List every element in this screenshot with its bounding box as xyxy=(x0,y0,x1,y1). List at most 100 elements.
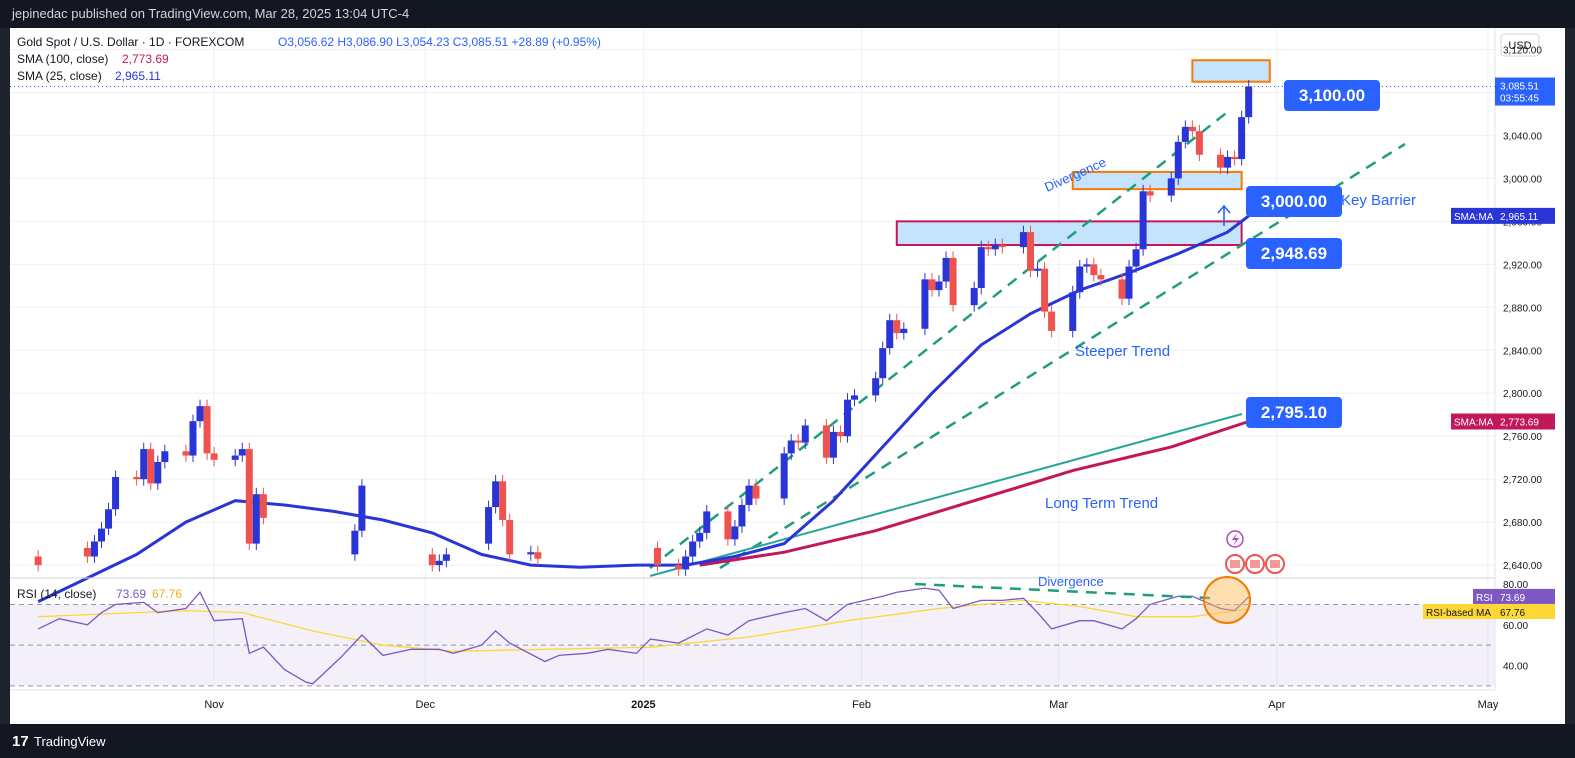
candle-body xyxy=(731,526,739,540)
candle-body xyxy=(949,257,957,306)
rsi-ma-value-badge xyxy=(1495,604,1555,620)
candle-body xyxy=(147,449,155,484)
candle-body xyxy=(1118,279,1126,299)
steeper-trend-annotation: Steeper Trend xyxy=(1075,343,1170,360)
candle-body xyxy=(140,449,148,480)
candle-body xyxy=(428,554,436,566)
candle-body xyxy=(231,455,239,460)
candle-body xyxy=(1224,156,1232,168)
us-flag-icon-glyph xyxy=(1270,560,1280,568)
rsi-value-badge xyxy=(1495,588,1555,604)
candle-body xyxy=(34,556,42,566)
candle-body xyxy=(675,565,683,570)
candle-body xyxy=(1231,156,1239,160)
candle-body xyxy=(1132,249,1140,267)
candle-body xyxy=(1139,191,1147,250)
candle-body xyxy=(1048,311,1056,331)
trend-lines xyxy=(649,109,1406,577)
candle-body xyxy=(1195,131,1203,155)
candle-body xyxy=(886,320,894,349)
candle-body xyxy=(161,451,169,462)
price-label-text: 2,795.10 xyxy=(1261,403,1327,422)
candle-body xyxy=(780,453,788,499)
price-tick-label: 2,800.00 xyxy=(1503,389,1542,400)
price-label-text: 3,000.00 xyxy=(1261,192,1327,211)
arrow-up-icon xyxy=(1217,204,1231,226)
candle-body xyxy=(998,244,1006,248)
candle-body xyxy=(653,547,661,566)
candle-body xyxy=(1174,141,1182,179)
candle-body xyxy=(984,247,992,250)
candle-body xyxy=(442,554,450,561)
candle-body xyxy=(822,425,830,458)
time-tick-label: Nov xyxy=(204,699,224,711)
candle-body xyxy=(696,532,704,542)
rsi-tag-badge xyxy=(1473,588,1495,604)
rsi-tag-label: RSI xyxy=(1476,593,1493,604)
candle-body xyxy=(935,281,943,291)
price-tick-label: 3,120.00 xyxy=(1503,45,1542,56)
rsi-ma-legend-value: 67.76 xyxy=(152,587,182,601)
candle-body xyxy=(203,406,211,454)
candle-body xyxy=(787,440,795,454)
candle-body xyxy=(238,449,246,456)
legend-sma25-value: 2,965.11 xyxy=(115,69,161,83)
rsi-tick-label: 60.00 xyxy=(1503,621,1528,632)
last-price-badge xyxy=(1495,77,1555,106)
price-tick-label: 2,720.00 xyxy=(1503,475,1542,486)
sma100-path xyxy=(699,420,1250,567)
us-flag-icon-glyph xyxy=(1230,560,1240,568)
legend-ohlc: O3,056.62 H3,086.90 L3,054.23 C3,085.51 … xyxy=(278,35,601,49)
candle-body xyxy=(105,509,113,529)
candle-body xyxy=(358,485,366,531)
price-zone xyxy=(1071,170,1243,191)
rsi-tick-label: 80.00 xyxy=(1503,580,1528,591)
price-tick-label: 3,040.00 xyxy=(1503,131,1542,142)
candle-body xyxy=(1076,266,1084,293)
legend-symbol: Gold Spot / U.S. Dollar · 1D · FOREXCOM xyxy=(17,35,244,49)
lightning-icon-glyph xyxy=(1232,533,1239,546)
candles xyxy=(34,80,1253,576)
time-tick-label: 2025 xyxy=(631,699,655,711)
candle-body xyxy=(1083,264,1091,267)
candle-body xyxy=(879,348,887,379)
candle-body xyxy=(745,485,753,505)
long-term-trend-line xyxy=(649,413,1243,577)
price-tick-label: 2,680.00 xyxy=(1503,518,1542,529)
chart-svg[interactable]: Divergence Key Barrier Steeper Trend Long T… xyxy=(10,28,1565,724)
rsi-pane[interactable]: Divergence RSI (14, close) 73.69 67.76 xyxy=(10,574,1565,687)
candle-body xyxy=(534,552,542,559)
rsi-legend-value: 73.69 xyxy=(116,587,146,601)
rsi-ma-value-label: 67.76 xyxy=(1500,608,1525,619)
footer-brand: TradingView xyxy=(34,734,106,749)
candle-body xyxy=(435,560,443,566)
candle-body xyxy=(1026,232,1034,271)
candle-body xyxy=(682,556,690,570)
legend-sma100-value: 2,773.69 xyxy=(122,52,169,66)
time-tick-label: Apr xyxy=(1268,699,1285,711)
chart-area[interactable]: Divergence Key Barrier Steeper Trend Long T… xyxy=(10,28,1565,724)
sma-value-badge xyxy=(1495,413,1555,430)
candle-body xyxy=(703,511,711,533)
candle-body xyxy=(189,421,197,456)
candle-body xyxy=(97,528,105,542)
candle-body xyxy=(921,279,929,329)
rsi-ma-tag-badge xyxy=(1423,604,1495,620)
rsi-line xyxy=(37,587,1250,685)
candle-body xyxy=(794,440,802,443)
candle-body xyxy=(485,507,493,544)
price-tick-label: 2,920.00 xyxy=(1503,260,1542,271)
zones xyxy=(895,59,1271,246)
candle-body xyxy=(210,453,218,460)
candle-body xyxy=(851,395,859,400)
sma-value-label: 2,965.11 xyxy=(1500,212,1539,223)
price-tick-label: 2,880.00 xyxy=(1503,303,1542,314)
candle-body xyxy=(872,378,880,396)
candle-body xyxy=(900,328,908,334)
candle-body xyxy=(1034,268,1042,271)
candle-body xyxy=(182,451,190,456)
candle-body xyxy=(90,541,98,557)
time-tick-label: Mar xyxy=(1049,699,1068,711)
candle-body xyxy=(752,485,760,499)
